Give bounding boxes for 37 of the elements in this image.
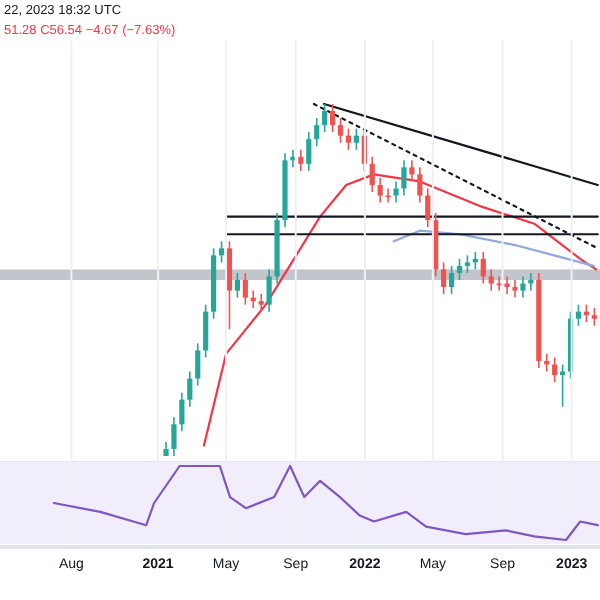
- candlestick: [401, 159, 407, 197]
- candlestick: [171, 416, 177, 457]
- candlestick: [329, 103, 336, 133]
- candlestick: [377, 177, 383, 204]
- candlestick: [337, 117, 344, 144]
- candlestick: [575, 303, 582, 327]
- candlestick: [504, 275, 510, 295]
- candlestick: [179, 391, 185, 433]
- candlestick: [203, 303, 209, 359]
- candlestick: [393, 180, 399, 204]
- candlestick: [306, 131, 312, 172]
- candlestick: [353, 127, 359, 151]
- candlestick: [234, 272, 240, 299]
- candlestick: [369, 156, 375, 193]
- candlestick: [242, 272, 248, 306]
- candlestick: [409, 159, 415, 183]
- candlestick: [425, 187, 431, 228]
- candlestick: [448, 265, 455, 295]
- candlestick: [314, 117, 320, 148]
- candlestick: [226, 240, 233, 331]
- candlestick: [322, 103, 328, 133]
- candlestick: [552, 356, 558, 383]
- candlestick: [441, 261, 447, 295]
- candlestick: [520, 275, 526, 299]
- candlestick: [298, 148, 304, 172]
- candlestick: [266, 268, 272, 313]
- candlestick: [528, 272, 534, 292]
- candlestick: [195, 342, 201, 387]
- candlestick: [488, 268, 494, 292]
- candlestick: [480, 251, 486, 285]
- candlestick: [456, 258, 463, 281]
- candlestick: [258, 293, 264, 313]
- candlestick: [417, 166, 423, 204]
- candlestick: [345, 127, 352, 151]
- candlestick: [512, 279, 518, 299]
- candlestick: [218, 240, 225, 264]
- candlestick: [187, 370, 193, 408]
